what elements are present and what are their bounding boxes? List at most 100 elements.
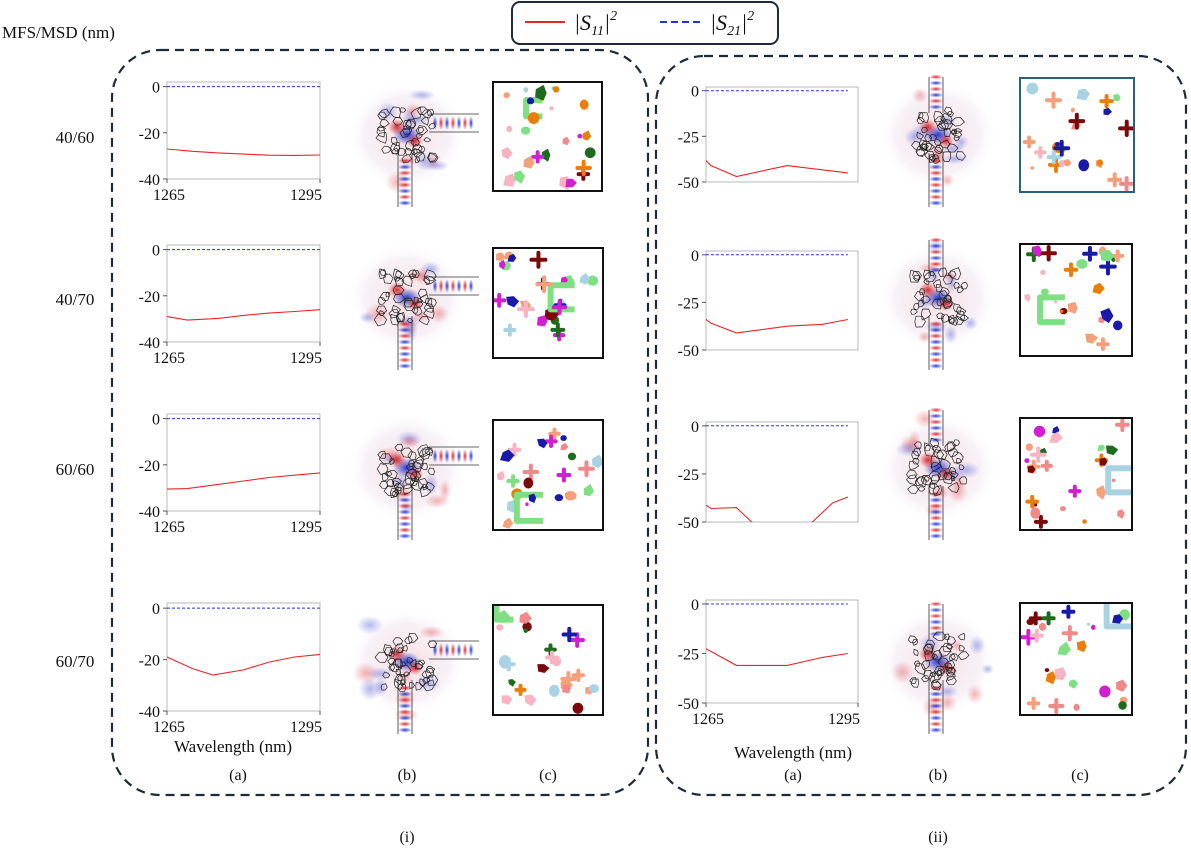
device-contour [933, 279, 942, 288]
device-contour [395, 270, 405, 280]
field-lobe [917, 331, 932, 343]
device-contour [930, 462, 942, 472]
layout-shape [554, 494, 564, 502]
device-contour [401, 275, 413, 287]
column-label: (c) [1071, 767, 1089, 784]
device-contour [923, 279, 930, 286]
device-contour [956, 286, 964, 294]
device-contour [924, 150, 935, 160]
waveguide-mode [398, 363, 412, 369]
waveguide-mode [929, 182, 943, 188]
row-header: MFS/MSD (nm) [2, 23, 115, 42]
device-contour [929, 134, 938, 141]
waveguide-mode [929, 243, 943, 249]
layout-shape [1054, 141, 1060, 147]
waveguide-mode [468, 116, 474, 130]
layout-shape [1096, 337, 1110, 352]
layout-shape [1100, 308, 1114, 324]
layout-shape [1061, 604, 1076, 619]
device-contour [383, 273, 394, 284]
waveguide-mode [929, 727, 943, 733]
device-contour [375, 305, 388, 315]
y-tick-label: 0 [152, 601, 160, 618]
device-contour [942, 642, 954, 653]
device-contour [942, 274, 953, 285]
device-contour [921, 126, 929, 134]
layout-shape [503, 323, 517, 337]
layout-shape [514, 683, 527, 696]
layout-shape [516, 300, 535, 319]
device-contour [933, 665, 946, 676]
layout-shape [1068, 112, 1086, 130]
device-contour [412, 459, 424, 469]
device-contour [406, 318, 414, 324]
layout-shape [565, 491, 577, 501]
field-lobe [408, 89, 436, 101]
layout-shape [1029, 628, 1044, 643]
layout-shape [498, 655, 511, 669]
waveguide-mode [398, 521, 412, 527]
layout-shape [1033, 514, 1048, 529]
device-contour [395, 276, 405, 287]
layout-shape [1085, 333, 1098, 344]
device-contour [923, 269, 932, 280]
device-contour [406, 657, 414, 664]
device-contour [909, 677, 917, 684]
layout-shapes [493, 250, 599, 342]
y-tick-label: -20 [139, 653, 160, 670]
group-i-frame [110, 48, 650, 797]
layout-shape [522, 463, 540, 481]
layout-shape [1045, 671, 1056, 685]
waveguide-mode [398, 509, 412, 515]
device-contour [913, 441, 922, 449]
device-contour [946, 642, 953, 650]
line-chart: 0 -25 -50 [678, 419, 859, 532]
device-contour [916, 476, 927, 488]
waveguide-mode [929, 715, 943, 721]
x-tick-label: 1295 [290, 519, 322, 536]
layout-shape [1040, 288, 1049, 296]
layout-shape [495, 610, 511, 624]
layout-shape [1046, 149, 1061, 165]
legend-s21-label: |S21|2 [710, 9, 754, 39]
y-tick-label: -20 [139, 289, 160, 306]
layout-shape [582, 130, 592, 141]
field-core [388, 452, 406, 468]
device-contour [390, 136, 398, 146]
device-contour [423, 307, 435, 319]
field-core [388, 282, 406, 298]
device-layout [492, 419, 604, 531]
field-lobe [945, 272, 958, 293]
device-contour [918, 112, 924, 119]
waveguide-mode [929, 92, 943, 98]
waveguide-mode [398, 727, 412, 733]
layout-shape [1076, 640, 1087, 652]
layout-shape [545, 650, 559, 665]
layout-shape [1057, 641, 1071, 656]
field-map [347, 413, 479, 540]
layout-shape [1028, 611, 1043, 626]
waveguide-mode [929, 703, 943, 709]
layout-shape [1026, 618, 1035, 626]
device-contour [394, 486, 402, 495]
series-s11-line [706, 318, 849, 334]
layout-shape [1026, 82, 1039, 95]
field-core [938, 661, 954, 675]
device-contour [423, 275, 437, 286]
layout-shapes [1022, 82, 1134, 192]
device-contour [942, 471, 955, 485]
device-contour [414, 455, 425, 465]
field-lobe [414, 152, 437, 171]
device-contour [425, 666, 436, 674]
device-contour [381, 145, 393, 154]
device-contour [407, 451, 417, 460]
device-contour [912, 448, 921, 457]
device-layout [1019, 77, 1135, 193]
x-tick-label: 1265 [153, 350, 185, 367]
x-tick-label: 1265 [692, 711, 724, 728]
device-contour [428, 153, 438, 162]
waveguide-mode [398, 158, 412, 164]
layout-shapes [496, 427, 603, 529]
device-contour [953, 130, 963, 138]
